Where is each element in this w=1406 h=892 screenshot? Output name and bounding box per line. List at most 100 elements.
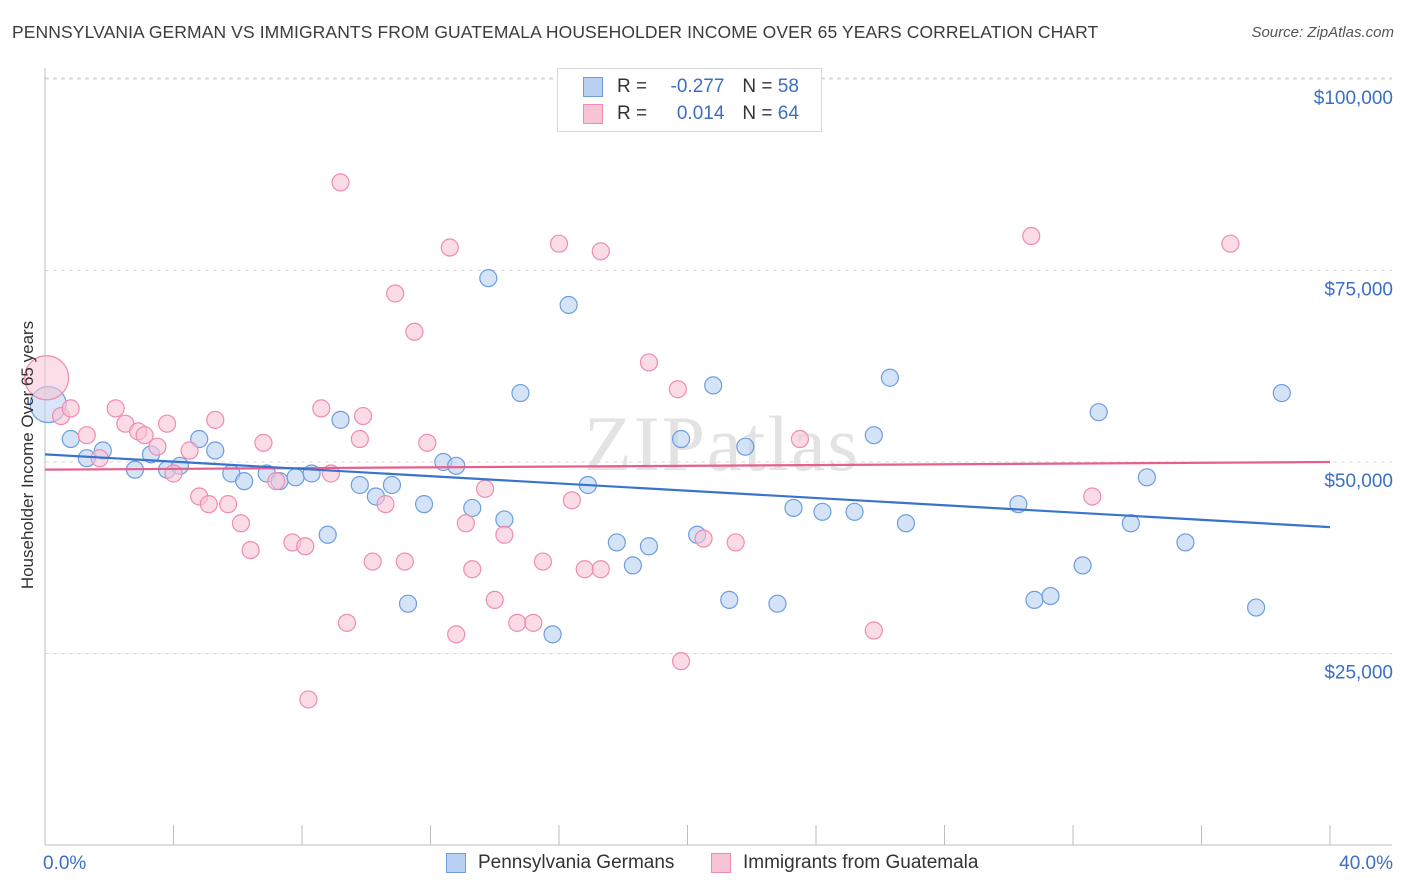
point-immigrants-guatemala: [157, 414, 177, 433]
point-immigrants-guatemala: [241, 540, 260, 560]
point-immigrants-guatemala: [219, 495, 238, 514]
point-immigrants-guatemala: [106, 399, 125, 418]
point-immigrants-guatemala: [440, 238, 459, 257]
legend-row-guatemala: R = 0.014 N = 64: [583, 101, 799, 127]
point-immigrants-guatemala: [456, 514, 475, 533]
point-immigrants-guatemala: [337, 613, 357, 632]
y-tick-label: $25,000: [1324, 663, 1393, 684]
point-pennsylvania-germans: [736, 437, 755, 456]
point-immigrants-guatemala: [463, 560, 482, 579]
point-pennsylvania-germans: [1137, 468, 1156, 487]
point-pennsylvania-germans: [414, 495, 434, 514]
point-immigrants-guatemala: [1083, 487, 1102, 506]
point-immigrants-guatemala: [376, 495, 395, 514]
point-pennsylvania-germans: [495, 510, 514, 529]
point-pennsylvania-germans: [1121, 514, 1140, 533]
point-immigrants-guatemala: [639, 353, 659, 372]
point-immigrants-guatemala: [790, 429, 810, 449]
point-immigrants-guatemala: [135, 426, 154, 445]
legend-label: Immigrants from Guatemala: [743, 852, 979, 873]
point-immigrants-guatemala: [575, 560, 594, 579]
point-pennsylvania-germans: [206, 441, 225, 460]
legend-r-label: R =: [617, 103, 648, 124]
point-pennsylvania-germans: [1247, 598, 1266, 617]
point-pennsylvania-germans: [639, 537, 659, 556]
point-pennsylvania-germans: [479, 269, 498, 288]
point-pennsylvania-germans: [398, 594, 418, 613]
legend-swatch-blue: [583, 77, 603, 97]
gridlines: [45, 77, 1392, 654]
legend-item-pennsylvania-germans: Pennsylvania Germans: [446, 852, 674, 874]
point-immigrants-guatemala: [199, 495, 218, 514]
point-pennsylvania-germans: [511, 383, 530, 403]
point-immigrants-guatemala: [77, 426, 96, 445]
y-tick-label: $100,000: [1314, 88, 1393, 109]
y-tick-label: $75,000: [1324, 280, 1393, 301]
legend-row-pennsylvania: R = -0.277 N = 58: [583, 74, 799, 100]
point-pennsylvania-germans: [813, 502, 832, 521]
point-pennsylvania-germans: [1176, 533, 1195, 552]
legend-r-value: -0.277: [670, 76, 725, 97]
correlation-legend: R = -0.277 N = 58 R = 0.014 N = 64: [557, 68, 822, 132]
y-axis-label: Householder Income Over 65 years: [18, 321, 37, 589]
point-immigrants-guatemala: [206, 410, 225, 429]
legend-item-immigrants-guatemala: Immigrants from Guatemala: [711, 852, 978, 874]
point-pennsylvania-germans: [382, 475, 402, 495]
trend-line-immigrants-guatemala: [44, 460, 1331, 471]
point-immigrants-guatemala: [299, 690, 318, 709]
point-immigrants-guatemala: [418, 433, 437, 452]
point-immigrants-guatemala: [296, 537, 315, 556]
legend-r-label: R =: [617, 76, 648, 97]
point-pennsylvania-germans: [1089, 403, 1108, 422]
point-immigrants-guatemala: [671, 652, 691, 671]
point-immigrants-guatemala: [312, 399, 331, 418]
watermark: ZIPatlas: [584, 400, 860, 487]
point-pennsylvania-germans: [896, 514, 916, 533]
point-immigrants-guatemala: [61, 399, 80, 418]
point-immigrants-guatemala: [231, 514, 251, 533]
point-immigrants-guatemala: [726, 533, 745, 552]
legend-label: Pennsylvania Germans: [478, 852, 675, 873]
point-immigrants-guatemala: [562, 491, 581, 510]
point-immigrants-guatemala: [180, 441, 199, 460]
point-pennsylvania-germans: [880, 368, 899, 387]
point-immigrants-guatemala: [386, 284, 405, 303]
point-pennsylvania-germans: [720, 590, 739, 609]
legend-r-value: 0.014: [676, 103, 725, 124]
y-tick-label: $50,000: [1324, 471, 1393, 492]
legend-n-label: N =: [742, 103, 773, 124]
source-credit: Source: ZipAtlas.com: [1251, 24, 1394, 41]
point-pennsylvania-germans: [784, 498, 803, 518]
point-pennsylvania-germans: [1025, 590, 1044, 609]
point-immigrants-guatemala: [350, 429, 369, 449]
point-pennsylvania-germans: [623, 556, 642, 575]
point-pennsylvania-germans: [607, 533, 626, 552]
point-pennsylvania-germans: [235, 472, 254, 491]
point-pennsylvania-germans: [286, 468, 305, 487]
point-immigrants-guatemala: [476, 479, 495, 498]
point-immigrants-guatemala: [591, 560, 610, 579]
point-pennsylvania-germans: [845, 502, 864, 521]
point-pennsylvania-germans: [559, 295, 578, 315]
point-immigrants-guatemala: [694, 529, 713, 548]
point-immigrants-guatemala: [395, 552, 414, 571]
point-pennsylvania-germans: [1041, 586, 1060, 606]
point-immigrants-guatemala: [331, 173, 350, 192]
point-immigrants-guatemala: [24, 355, 70, 401]
point-pennsylvania-germans: [768, 594, 787, 613]
point-immigrants-guatemala: [353, 406, 373, 426]
legend-swatch-pink: [711, 853, 731, 873]
chart-title: PENNSYLVANIA GERMAN VS IMMIGRANTS FROM G…: [12, 22, 1099, 42]
legend-n-label: N =: [742, 76, 773, 97]
point-immigrants-guatemala: [485, 590, 504, 609]
point-pennsylvania-germans: [331, 410, 350, 429]
point-immigrants-guatemala: [1221, 234, 1240, 253]
point-pennsylvania-germans: [1073, 556, 1092, 575]
point-pennsylvania-germans: [350, 475, 369, 495]
point-immigrants-guatemala: [254, 433, 273, 452]
point-immigrants-guatemala: [405, 322, 424, 341]
point-immigrants-guatemala: [447, 625, 466, 644]
point-immigrants-guatemala: [524, 613, 543, 632]
point-pennsylvania-germans: [318, 525, 337, 544]
